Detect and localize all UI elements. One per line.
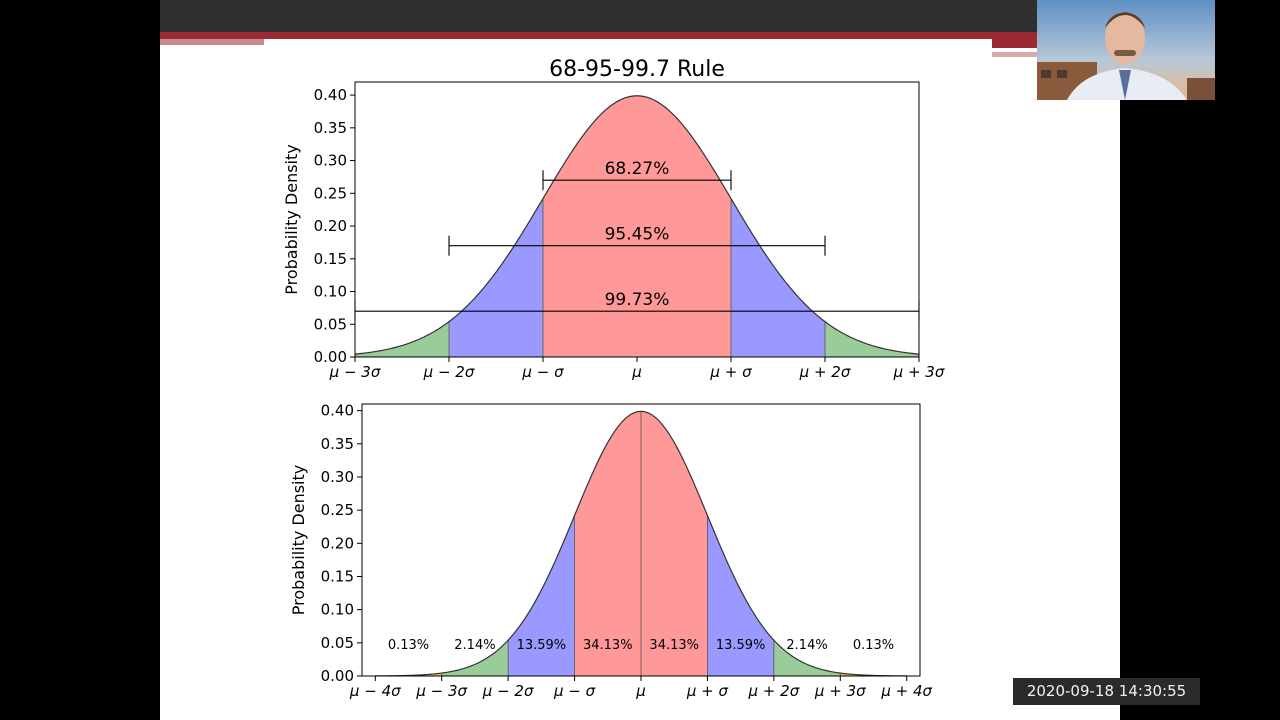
- y-tick-label: 0.40: [321, 402, 354, 420]
- segment-percent-label: 0.13%: [853, 638, 894, 653]
- band-area: [773, 640, 841, 676]
- y-tick-label: 0.35: [321, 435, 354, 453]
- y-tick-label: 0.20: [321, 534, 354, 552]
- y-tick-label: 0.30: [314, 152, 347, 170]
- x-tick-label: μ + 2σ: [799, 363, 851, 381]
- timestamp-time: 14:30:55: [1118, 682, 1187, 700]
- segment-percent-label: 2.14%: [786, 638, 827, 653]
- band-area: [641, 411, 708, 676]
- presenter-video-icon: [1037, 0, 1215, 100]
- y-tick-label: 0.25: [321, 501, 354, 519]
- segment-percent-label: 34.13%: [649, 638, 699, 653]
- y-tick-label: 0.00: [321, 667, 354, 685]
- y-axis-label: Probability Density: [289, 465, 308, 616]
- segment-percent-label: 34.13%: [583, 638, 633, 653]
- x-tick-label: μ: [631, 363, 642, 381]
- y-tick-label: 0.30: [321, 468, 354, 486]
- x-tick-label: μ + σ: [709, 363, 752, 381]
- segment-percent-label: 2.14%: [454, 638, 495, 653]
- slide-accent-bar: [160, 32, 1120, 39]
- band-area: [825, 321, 919, 357]
- chart-title: 68-95-99.7 Rule: [549, 57, 725, 82]
- band-area: [441, 640, 509, 676]
- y-tick-label: 0.15: [321, 567, 354, 585]
- x-tick-label: μ − 2σ: [482, 682, 534, 700]
- segment-percent-label: 13.59%: [716, 638, 766, 653]
- x-tick-label: μ − 3σ: [329, 363, 381, 381]
- density-curve: [354, 95, 920, 355]
- interval-percent-label: 68.27%: [605, 159, 670, 179]
- x-tick-label: μ + σ: [686, 682, 729, 700]
- y-tick-label: 0.25: [314, 184, 347, 202]
- top-chart: 0.00 0.05 0.10 0.15 0.20 0.25 0.30 0.35 0.40 μ − …: [282, 81, 945, 381]
- interval-percent-label: 95.45%: [605, 225, 670, 245]
- x-tick-label: μ + 4σ: [880, 682, 932, 700]
- y-tick-label: 0.05: [314, 315, 347, 333]
- timestamp-date: 2020-09-18: [1026, 682, 1115, 700]
- y-tick-label: 0.20: [314, 217, 347, 235]
- y-tick-label: 0.00: [314, 348, 347, 366]
- band-area: [574, 411, 641, 676]
- y-tick-label: 0.05: [321, 634, 354, 652]
- y-tick-label: 0.10: [314, 283, 347, 301]
- y-axis-label: Probability Density: [282, 144, 301, 295]
- x-tick-label: μ: [635, 682, 646, 700]
- interval-percent-label: 99.73%: [605, 290, 670, 310]
- x-tick-label: μ − 3σ: [415, 682, 467, 700]
- y-tick-label: 0.40: [314, 86, 347, 104]
- x-tick-label: μ − 4σ: [349, 682, 401, 700]
- slide-accent-tab-left: [160, 39, 264, 45]
- band-area: [355, 321, 449, 357]
- y-tick-label: 0.35: [314, 119, 347, 137]
- bottom-chart: 0.00 0.05 0.10 0.15 0.20 0.25 0.30 0.35 0.40 μ − …: [289, 402, 933, 700]
- y-tick-label: 0.10: [321, 601, 354, 619]
- segment-percent-label: 0.13%: [388, 638, 429, 653]
- segment-percent-label: 13.59%: [517, 638, 567, 653]
- band-area: [375, 673, 442, 676]
- y-tick-label: 0.15: [314, 250, 347, 268]
- x-tick-label: μ − σ: [553, 682, 596, 700]
- band-area: [543, 95, 731, 358]
- band-area: [840, 673, 907, 676]
- x-tick-label: μ + 3σ: [893, 363, 945, 381]
- recording-timestamp: 2020-09-18 14:30:55: [1013, 678, 1200, 705]
- x-tick-label: μ − 2σ: [423, 363, 475, 381]
- density-curve: [375, 410, 907, 677]
- x-tick-label: μ + 3σ: [814, 682, 866, 700]
- x-tick-label: μ + 2σ: [748, 682, 800, 700]
- webcam-video-feed: [1037, 0, 1215, 100]
- x-tick-label: μ − σ: [521, 363, 564, 381]
- slide-header-bar: [160, 0, 1120, 32]
